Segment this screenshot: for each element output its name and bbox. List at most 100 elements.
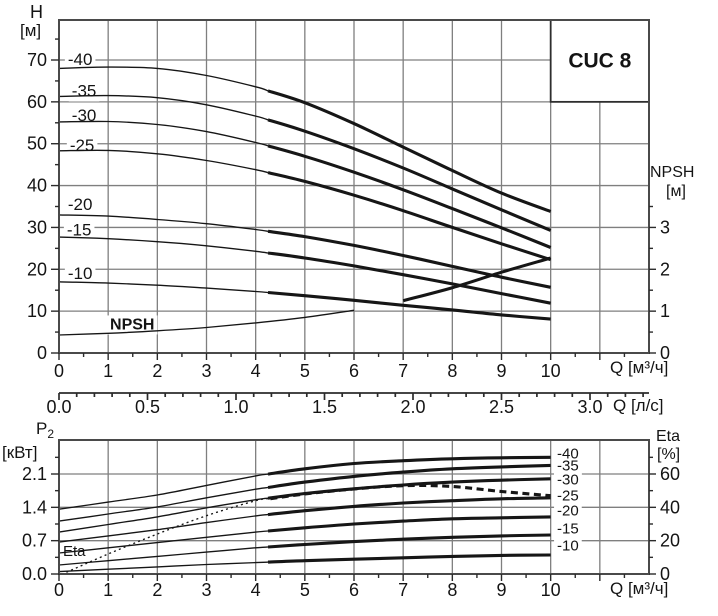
curve-label-bg--20 <box>554 501 582 521</box>
tick-label: 0.0 <box>22 564 47 584</box>
power-eta-chart-label-backgrounds <box>59 444 582 561</box>
curve-label-bg--15 <box>554 519 582 539</box>
curve--10-lead <box>58 281 269 294</box>
curve--25-lead <box>58 513 269 543</box>
curve--25-lead <box>58 149 269 174</box>
flow-axis-title-m3h-bottom: Q [м³/ч] <box>610 579 669 598</box>
curve-label-bg--15 <box>63 219 95 241</box>
tick-label: 1.4 <box>22 497 47 517</box>
curve-label-bg--35 <box>554 456 582 476</box>
power-eta-chart-ticks <box>51 456 656 581</box>
curve-NPSH-lead <box>58 309 355 336</box>
tick-label: 40 <box>27 176 47 196</box>
tick-label: 9 <box>496 361 506 381</box>
curve-label--40: -40 <box>68 50 93 69</box>
curve-label--35: -35 <box>72 81 97 100</box>
tick-label: 7 <box>398 361 408 381</box>
curve-label-bg-NPSH <box>107 315 158 335</box>
tick-label: 40 <box>660 497 680 517</box>
tick-label: 2.1 <box>22 464 47 484</box>
tick-label: 5 <box>300 361 310 381</box>
flow-axis-title-m3h-top: Q [м³/ч] <box>610 358 669 377</box>
tick-label: 10 <box>541 361 561 381</box>
tick-label: 0 <box>660 343 670 363</box>
curve-label--35: -35 <box>557 457 579 474</box>
tick-label: 20 <box>660 531 680 551</box>
tick-label: 4 <box>251 580 261 600</box>
curve--35-lead <box>58 486 269 522</box>
curve--20-duty <box>267 229 552 289</box>
tick-label: 8 <box>447 580 457 600</box>
curve--35-duty <box>267 463 551 490</box>
curve-label--30: -30 <box>72 106 97 125</box>
tick-label: 3 <box>201 361 211 381</box>
power-axis-title: P2 <box>36 419 55 441</box>
head-axis-unit: [м] <box>20 21 42 40</box>
power-eta-chart-curves <box>58 455 551 573</box>
head-npsh-chart: CUC 8 0 1 2 3 4 5 6 7 8 9 10 0 10 20 30 40 50 60 70 0 1 2 3 0.0 0… <box>27 19 670 417</box>
tick-label: 2.0 <box>400 397 425 417</box>
tick-label: 0 <box>54 361 64 381</box>
curve-label--25: -25 <box>70 136 95 155</box>
power-eta-chart: 0 1 2 3 4 5 6 7 8 9 10 0.0 0.7 1.4 2.1 0 20 40 60 -40-35-30… <box>22 439 680 600</box>
tick-label: 1 <box>103 580 113 600</box>
head-npsh-chart-curves <box>58 66 552 336</box>
power-axis-title-subscript: 2 <box>47 427 55 441</box>
tick-label: 6 <box>349 580 359 600</box>
npsh-axis-title: NPSH <box>650 164 695 181</box>
curve-NPSH-duty <box>402 256 552 303</box>
curve-label--40: -40 <box>557 446 579 463</box>
tick-label: 50 <box>27 134 47 154</box>
pump-model-label: CUC 8 <box>568 49 631 72</box>
tick-label: 20 <box>27 259 47 279</box>
curve--40-duty <box>267 455 551 476</box>
tick-label: 6 <box>349 361 359 381</box>
tick-label: 2 <box>660 259 670 279</box>
curve--15-lead <box>58 546 269 566</box>
flow-axis-title-ls: Q [л/с] <box>613 396 664 415</box>
power-eta-chart-labels: 0 1 2 3 4 5 6 7 8 9 10 0.0 0.7 1.4 2.1 0 20 40 60 -40-35-30… <box>22 446 680 600</box>
curve--30-lead <box>58 497 269 533</box>
head-npsh-chart-ticks <box>51 38 656 360</box>
curve--20-lead <box>58 214 269 232</box>
npsh-axis-unit: [м] <box>666 183 686 200</box>
eta-axis-unit: [%] <box>657 446 681 463</box>
tick-label: 1 <box>660 301 670 321</box>
tick-label: 7 <box>398 580 408 600</box>
tick-label: 3 <box>660 217 670 237</box>
curve--35-duty <box>267 118 552 232</box>
curve--15-lead <box>58 236 269 254</box>
tick-label: 1 <box>103 361 113 381</box>
curve-label-Eta: Eta <box>63 543 86 560</box>
tick-label: 3.0 <box>577 397 602 417</box>
tick-label: 2.5 <box>489 397 514 417</box>
head-axis-title: H <box>30 2 43 22</box>
curve-label-bg--10 <box>554 536 582 556</box>
head-npsh-chart-labels: CUC 8 0 1 2 3 4 5 6 7 8 9 10 0 10 20 30 40 50 60 70 0 1 2 3 0.0 0… <box>27 49 670 417</box>
curve-label-bg--25 <box>554 486 582 506</box>
curve-label-NPSH: NPSH <box>110 316 154 333</box>
curve--10-duty <box>267 290 551 321</box>
curve--15-duty <box>267 251 551 305</box>
curve--40-lead <box>58 66 269 92</box>
tick-label: 1.0 <box>223 397 248 417</box>
curve--25-duty <box>267 171 552 262</box>
tick-label: 70 <box>27 50 47 70</box>
curve-label-bg--40 <box>64 49 96 71</box>
curve--35-lead <box>58 94 269 121</box>
tick-label: 0 <box>660 564 670 584</box>
curve--30-lead <box>58 120 269 147</box>
tick-label: 2 <box>152 361 162 381</box>
tick-label: 5 <box>300 580 310 600</box>
tick-label: 4 <box>251 361 261 381</box>
curve-Eta-duty <box>270 483 551 501</box>
tick-label: 3 <box>201 580 211 600</box>
tick-label: 1.5 <box>312 397 337 417</box>
tick-label: 0.5 <box>135 397 160 417</box>
eta-axis-title: Eta <box>656 428 681 445</box>
tick-label: 0.0 <box>46 397 71 417</box>
curve-label--10: -10 <box>557 537 579 554</box>
curve-label--25: -25 <box>557 487 579 504</box>
tick-label: 10 <box>27 301 47 321</box>
